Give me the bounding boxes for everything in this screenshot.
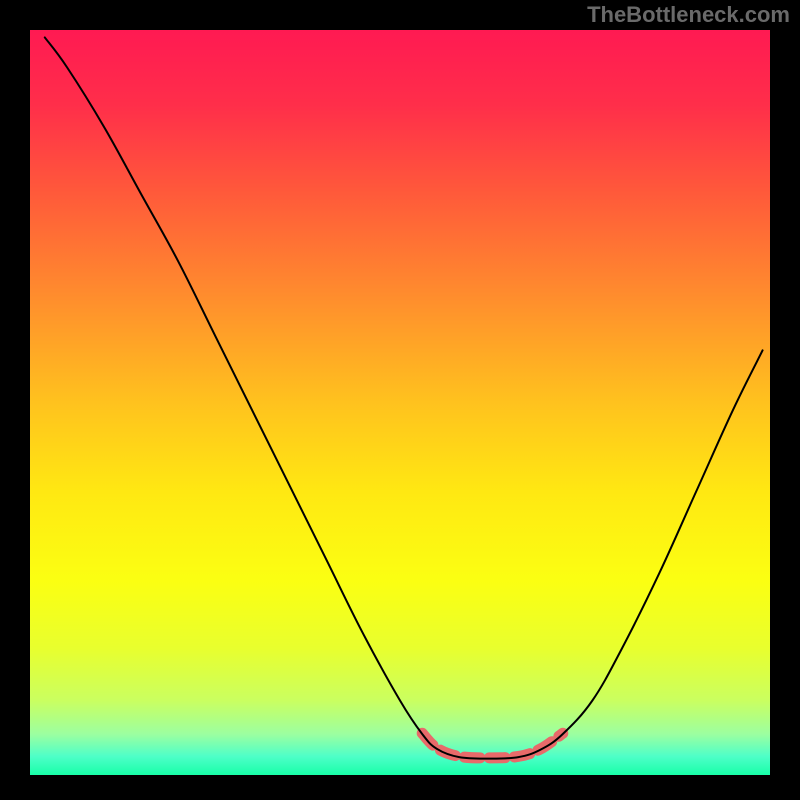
chart-container: TheBottleneck.com [0,0,800,800]
bottleneck-curve-plot [0,0,800,800]
watermark-text: TheBottleneck.com [587,2,790,28]
gradient-background [30,30,770,775]
